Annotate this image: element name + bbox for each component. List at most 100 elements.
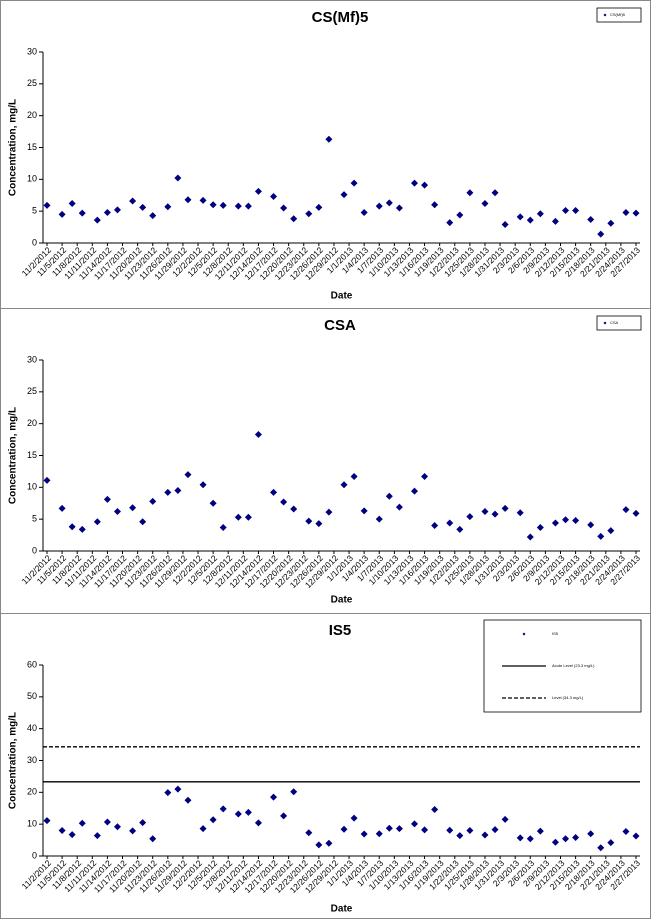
data-point [622, 827, 630, 835]
data-point [360, 830, 368, 838]
data-point [501, 504, 509, 512]
data-point [410, 487, 418, 495]
y-tick-label: 15 [27, 450, 37, 460]
data-point [466, 189, 474, 197]
data-point [68, 200, 76, 208]
data-point [385, 492, 393, 500]
data-point [446, 826, 454, 834]
data-point [516, 213, 524, 221]
data-point [315, 520, 323, 528]
y-tick-label: 40 [27, 723, 37, 733]
data-point [219, 805, 227, 813]
data-point [78, 209, 86, 217]
data-point [234, 202, 242, 210]
data-point [325, 135, 333, 143]
data-point [431, 201, 439, 209]
data-point [174, 487, 182, 495]
data-point [113, 206, 121, 214]
y-tick-label: 0 [32, 850, 37, 860]
data-point [551, 519, 559, 527]
data-point [209, 201, 217, 209]
y-axis-label: Concentration, mg/L [8, 407, 19, 504]
data-point [526, 835, 534, 843]
y-tick-label: 50 [27, 691, 37, 701]
data-point [280, 204, 288, 212]
data-point [290, 788, 298, 796]
data-point [597, 532, 605, 540]
data-point [199, 196, 207, 204]
data-point [103, 818, 111, 826]
y-tick-label: 30 [27, 354, 37, 364]
y-tick-label: 10 [27, 174, 37, 184]
data-point [139, 518, 147, 526]
data-point [290, 505, 298, 513]
data-point [360, 507, 368, 515]
legend-label: Acute Level (23.3 mg/L) [552, 663, 595, 668]
data-point [375, 515, 383, 523]
y-tick-label: 5 [32, 514, 37, 524]
x-axis-label: Date [331, 904, 353, 915]
data-point [491, 826, 499, 834]
data-point [456, 832, 464, 840]
data-point [421, 473, 429, 481]
data-point [209, 499, 217, 507]
legend-marker [603, 321, 607, 325]
y-axis-label: Concentration, mg/L [8, 99, 19, 196]
data-point [481, 200, 489, 208]
data-point [58, 504, 66, 512]
data-point [209, 816, 217, 824]
data-point [305, 210, 313, 218]
data-point [174, 785, 182, 793]
data-point [526, 533, 534, 541]
data-point [113, 508, 121, 516]
y-tick-label: 0 [32, 545, 37, 555]
y-tick-label: 10 [27, 819, 37, 829]
data-point [536, 210, 544, 218]
legend-marker [603, 13, 607, 17]
y-tick-label: 10 [27, 482, 37, 492]
data-point [234, 810, 242, 818]
x-axis-label: Date [331, 291, 353, 302]
data-point [78, 525, 86, 533]
data-point [129, 504, 137, 512]
data-point [43, 201, 51, 209]
data-point [562, 207, 570, 215]
legend-label: IS5 [552, 631, 559, 636]
data-point [164, 488, 172, 496]
data-point [58, 210, 66, 218]
y-tick-label: 0 [32, 237, 37, 247]
data-point [270, 193, 278, 201]
data-point [587, 215, 595, 223]
data-point [431, 522, 439, 530]
y-tick-label: 30 [27, 46, 37, 56]
data-point [526, 216, 534, 224]
data-point [551, 838, 559, 846]
chart-title: CSA [324, 317, 356, 334]
data-point [587, 521, 595, 529]
data-point [129, 827, 137, 835]
data-point [244, 202, 252, 210]
data-point [139, 203, 147, 211]
y-tick-label: 20 [27, 110, 37, 120]
data-point [280, 498, 288, 506]
data-point [340, 825, 348, 833]
chart-title: CS(Mf)5 [312, 9, 369, 26]
data-point [466, 827, 474, 835]
data-point [199, 825, 207, 833]
data-point [375, 202, 383, 210]
data-point [325, 839, 333, 847]
data-point [360, 208, 368, 216]
y-tick-label: 15 [27, 142, 37, 152]
data-point [350, 179, 358, 187]
data-point [68, 523, 76, 531]
y-tick-label: 30 [27, 755, 37, 765]
data-point [456, 525, 464, 533]
data-point [244, 513, 252, 521]
data-point [607, 527, 615, 535]
legend-marker [522, 632, 526, 636]
data-point [607, 219, 615, 227]
data-point [93, 216, 101, 224]
data-point [43, 817, 51, 825]
data-point [481, 508, 489, 516]
